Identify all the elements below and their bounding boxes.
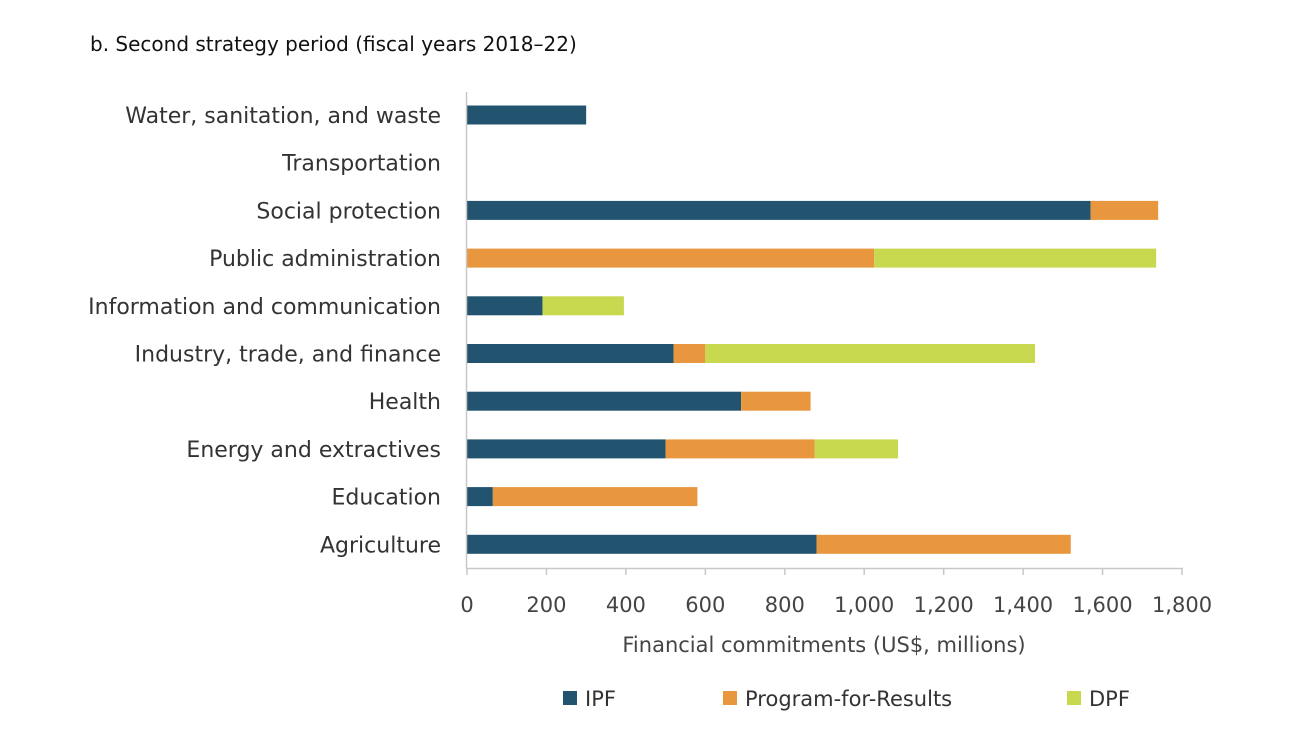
bar-segment-program-for-results	[665, 439, 815, 459]
chart-title: b. Second strategy period (fiscal years …	[90, 32, 577, 56]
category-label: Water, sanitation, and waste	[125, 104, 441, 129]
x-axis-title: Financial commitments (US$, millions)	[622, 633, 1025, 657]
x-tick-label: 200	[526, 593, 566, 617]
x-tick-label: 600	[685, 593, 725, 617]
x-tick-label: 1,000	[834, 593, 894, 617]
bar-segment-program-for-results	[492, 487, 698, 507]
category-label: Information and communication	[88, 295, 441, 320]
bar-segment-ipf	[467, 487, 493, 507]
x-tick-label: 1,800	[1152, 593, 1212, 617]
category-label: Transportation	[281, 152, 441, 177]
x-tick-label: 800	[765, 593, 805, 617]
bar-segment-program-for-results	[816, 534, 1071, 554]
x-tick-label: 0	[460, 593, 473, 617]
legend: IPF Program-for-Results DPF	[563, 687, 1130, 711]
legend-swatch	[563, 691, 577, 705]
category-labels: Water, sanitation, and waste Transportati…	[88, 104, 441, 558]
x-tick-label: 1,200	[914, 593, 974, 617]
bar-segment-dpf	[705, 344, 1036, 363]
bar-segment-ipf	[467, 200, 1091, 220]
category-label: Industry, trade, and finance	[135, 343, 441, 368]
bar-segment-ipf	[467, 439, 666, 459]
bar-segment-ipf	[467, 534, 817, 554]
category-label: Education	[331, 486, 441, 511]
bar-segment-program-for-results	[467, 248, 875, 268]
category-label: Energy and extractives	[186, 438, 441, 463]
x-tick-label: 1,400	[993, 593, 1053, 617]
bar-segment-ipf	[467, 105, 587, 125]
bar-segment-dpf	[542, 296, 624, 316]
legend-label: IPF	[585, 687, 616, 711]
bar-segment-program-for-results	[741, 391, 811, 411]
category-label: Social protection	[256, 199, 441, 224]
category-label: Health	[369, 390, 441, 415]
bar-segment-program-for-results	[673, 344, 706, 363]
bars-layer	[467, 105, 1159, 554]
legend-label: DPF	[1089, 687, 1130, 711]
bar-segment-program-for-results	[1090, 200, 1159, 220]
legend-swatch	[723, 691, 737, 705]
x-tick-label: 1,600	[1072, 593, 1132, 617]
bar-segment-dpf	[874, 248, 1157, 268]
legend-swatch	[1067, 691, 1081, 705]
bar-segment-ipf	[467, 344, 674, 363]
bar-segment-ipf	[467, 296, 543, 316]
x-ticks: 0 200 400 600 800 1,000 1,200 1,400 1,600 1,800	[460, 568, 1212, 617]
bar-segment-ipf	[467, 391, 742, 411]
legend-label: Program-for-Results	[745, 687, 952, 711]
category-label: Public administration	[209, 247, 441, 272]
x-tick-label: 400	[606, 593, 646, 617]
bar-segment-dpf	[814, 439, 898, 459]
category-label: Agriculture	[320, 533, 441, 558]
